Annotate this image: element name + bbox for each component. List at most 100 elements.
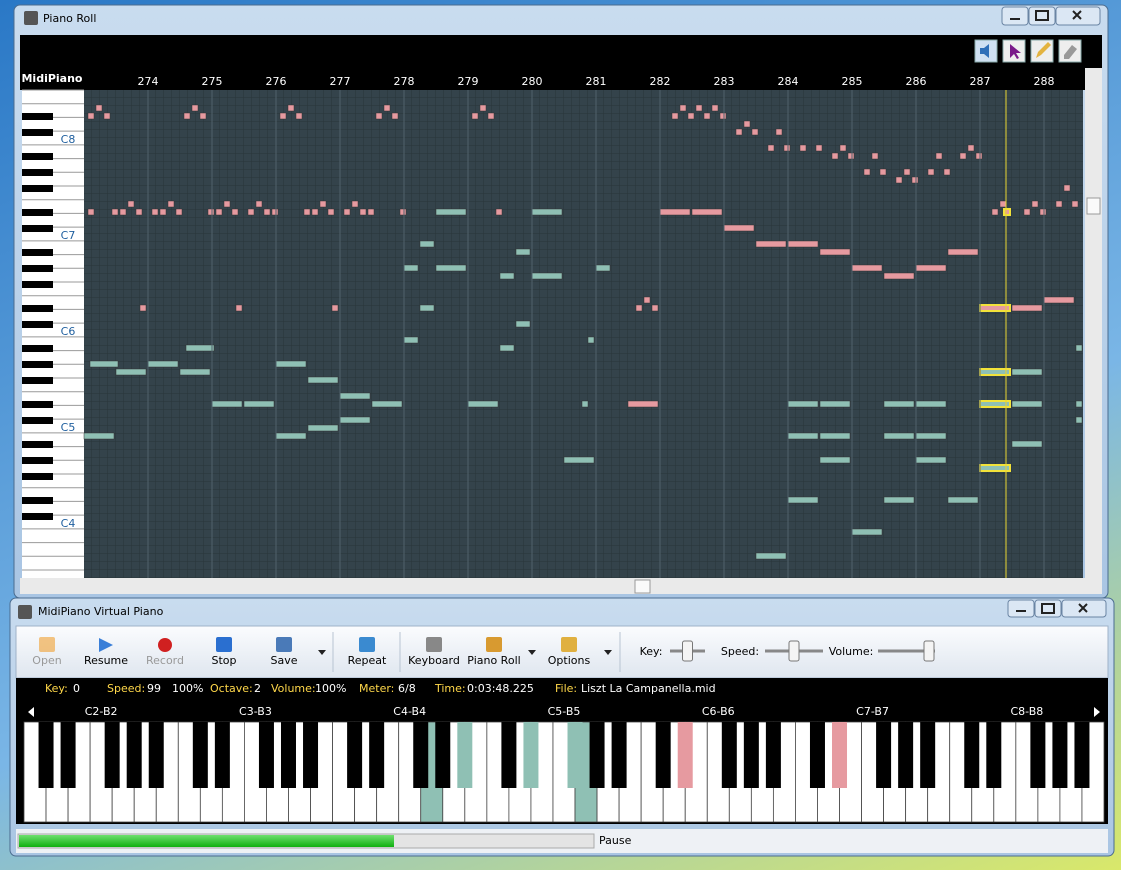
black-key[interactable] — [148, 722, 164, 788]
note — [1043, 296, 1075, 304]
slider-thumb[interactable] — [923, 640, 935, 662]
toolbar-button[interactable]: Record — [146, 638, 184, 667]
octave-label: C6 — [61, 325, 76, 338]
dropdown-arrow[interactable] — [318, 650, 326, 655]
note — [999, 200, 1007, 208]
toolbar-button[interactable]: Options — [548, 637, 591, 667]
note — [691, 208, 723, 216]
note — [295, 112, 303, 120]
black-key[interactable] — [60, 722, 76, 788]
note — [1011, 368, 1043, 376]
black-key — [22, 305, 53, 312]
black-key[interactable] — [898, 722, 914, 788]
roll-tools[interactable] — [974, 39, 1082, 63]
black-key[interactable] — [567, 722, 583, 788]
black-key[interactable] — [303, 722, 319, 788]
black-key[interactable] — [413, 722, 429, 788]
black-key[interactable] — [369, 722, 385, 788]
black-key[interactable] — [1074, 722, 1090, 788]
note — [479, 104, 487, 112]
black-key[interactable] — [655, 722, 671, 788]
toolbar-button[interactable]: Resume — [84, 638, 128, 667]
note — [403, 264, 419, 272]
black-key[interactable] — [523, 722, 539, 788]
black-key[interactable] — [38, 722, 54, 788]
v-scrollbar[interactable] — [1085, 68, 1102, 578]
octave-range: C7-B7 — [856, 705, 889, 718]
minimize-button[interactable] — [1001, 6, 1029, 26]
octave-label: C5 — [61, 421, 76, 434]
note — [391, 112, 399, 120]
note — [419, 304, 435, 312]
dropdown-arrow[interactable] — [604, 650, 612, 655]
black-key — [22, 321, 53, 328]
h-scroll-thumb[interactable] — [634, 579, 651, 594]
black-key[interactable] — [920, 722, 936, 788]
black-key[interactable] — [126, 722, 142, 788]
black-key[interactable] — [435, 722, 451, 788]
note — [89, 360, 119, 368]
note — [651, 304, 659, 312]
black-key[interactable] — [765, 722, 781, 788]
toolbar-button[interactable]: Piano Roll — [467, 637, 521, 667]
black-key[interactable] — [1030, 722, 1046, 788]
note — [271, 208, 279, 216]
note — [1071, 200, 1079, 208]
black-key[interactable] — [457, 722, 473, 788]
note — [435, 264, 467, 272]
black-key[interactable] — [677, 722, 693, 788]
toolbar-button[interactable]: Stop — [211, 637, 237, 667]
toolbar-button[interactable]: Keyboard — [408, 637, 460, 667]
black-key — [22, 497, 53, 504]
roll-toolbar — [20, 35, 1102, 68]
note — [775, 128, 783, 136]
black-key[interactable] — [986, 722, 1002, 788]
black-key[interactable] — [214, 722, 230, 788]
note — [819, 400, 851, 408]
toolbar-button[interactable]: Save — [270, 637, 298, 667]
black-key[interactable] — [501, 722, 517, 788]
black-key[interactable] — [876, 722, 892, 788]
black-key[interactable] — [832, 722, 848, 788]
black-key[interactable] — [280, 722, 296, 788]
toolbar-button[interactable]: Repeat — [348, 637, 387, 667]
maximize-button[interactable] — [1034, 599, 1062, 618]
status-value: 99 — [147, 682, 161, 695]
black-key[interactable] — [192, 722, 208, 788]
note — [167, 200, 175, 208]
measure-number: 282 — [650, 75, 671, 88]
minimize-button[interactable] — [1007, 599, 1035, 618]
app-icon — [24, 11, 38, 25]
status-label: Meter: — [359, 682, 394, 695]
slider-thumb[interactable] — [682, 640, 693, 662]
dropdown-arrow[interactable] — [528, 650, 536, 655]
toolbar-label: Options — [548, 654, 591, 667]
black-key[interactable] — [347, 722, 363, 788]
toolbar-button[interactable]: Open — [32, 637, 62, 667]
black-key[interactable] — [809, 722, 825, 788]
note — [139, 304, 147, 312]
note — [839, 144, 847, 152]
note — [851, 528, 883, 536]
note — [499, 344, 515, 352]
v-scroll-thumb[interactable] — [1086, 197, 1101, 215]
black-key[interactable] — [104, 722, 120, 788]
note — [495, 208, 503, 216]
black-key[interactable] — [589, 722, 605, 788]
black-key — [22, 377, 53, 384]
slider-thumb[interactable] — [788, 640, 800, 662]
black-key[interactable] — [721, 722, 737, 788]
h-scrollbar[interactable] — [20, 578, 1102, 594]
black-key[interactable] — [258, 722, 274, 788]
note — [787, 496, 819, 504]
status-value: Liszt La Campanella.mid — [581, 682, 716, 695]
black-key[interactable] — [743, 722, 759, 788]
maximize-button[interactable] — [1028, 6, 1056, 26]
note — [103, 112, 111, 120]
black-key[interactable] — [1052, 722, 1068, 788]
octave-range: C8-B8 — [1010, 705, 1043, 718]
note — [947, 248, 979, 256]
black-key[interactable] — [964, 722, 980, 788]
black-key[interactable] — [611, 722, 627, 788]
